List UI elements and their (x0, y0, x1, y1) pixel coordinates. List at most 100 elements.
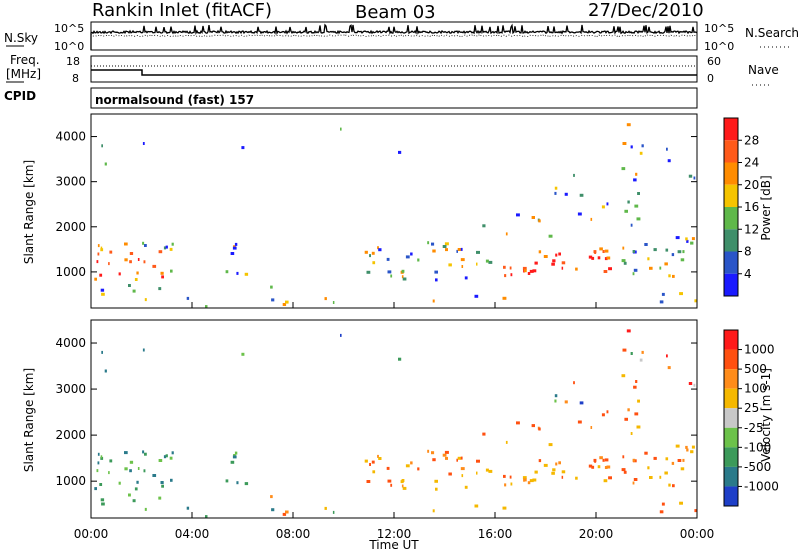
velocity-cell (186, 506, 190, 510)
freq-panel-frame (90, 55, 698, 83)
velocity-cell (523, 478, 527, 482)
colorbar-swatch (724, 369, 738, 389)
velocity-cell (134, 487, 138, 491)
nsky-label: N.Sky (4, 31, 38, 45)
velocity-cell (509, 475, 512, 479)
velocity-cell (476, 471, 478, 475)
power-cell (136, 271, 139, 275)
velocity-cell (688, 382, 693, 385)
colorbar-tick-label: -1000 (744, 479, 779, 493)
power-cell (398, 150, 402, 154)
cpid-value: normalsound (fast) 157 (95, 93, 254, 107)
power-cell (632, 250, 636, 253)
velocity-cell (485, 468, 489, 472)
velocity-cell (691, 445, 695, 449)
colorbar-swatch (724, 251, 738, 274)
power-cell (577, 212, 582, 216)
velocity-cell (386, 466, 390, 470)
power-cell (100, 246, 103, 250)
colorbar-swatch (724, 162, 738, 185)
velocity-cell (432, 458, 436, 462)
power-cell (593, 250, 597, 254)
power-cell (668, 274, 671, 278)
velocity-cell (601, 413, 605, 417)
x-tick-label: 12:00 (377, 527, 412, 541)
power-cell (532, 269, 537, 273)
power-cell (97, 252, 100, 256)
velocity-cell (129, 460, 134, 464)
velocity-cell (602, 458, 605, 462)
velocity-cell (680, 467, 685, 471)
velocity-cell (205, 515, 208, 519)
power-cell (482, 224, 486, 228)
colorbar-swatch (724, 447, 738, 467)
velocity-cell (659, 475, 662, 479)
velocity-cell (104, 369, 107, 373)
velocity-cell (599, 456, 603, 460)
power-cell (97, 244, 100, 248)
power-cell (445, 248, 448, 252)
power-cell (163, 246, 167, 250)
power-cell (599, 247, 603, 251)
power-cell (448, 263, 452, 267)
nsky-tick-high: 10^5 (54, 22, 84, 35)
power-cell (377, 246, 379, 250)
power-cell (324, 297, 327, 301)
power-cell (606, 202, 609, 206)
power-cell (688, 174, 693, 178)
power-cell (603, 270, 608, 273)
velocity-cell (644, 451, 648, 455)
station-title: Rankin Inlet (fitACF) (92, 0, 272, 21)
power-cell (205, 305, 208, 309)
power-cell (143, 260, 146, 264)
colorbar-tick-label: 8 (744, 245, 752, 259)
power-cell (597, 256, 601, 260)
freq-label-2: [MHz] (6, 67, 41, 81)
velocity-cell (579, 401, 584, 405)
power-cell (564, 192, 568, 196)
velocity-cell (270, 495, 273, 499)
velocity-cell (137, 467, 140, 470)
power-cell (635, 172, 638, 176)
x-tick-label: 16:00 (478, 527, 513, 541)
power-cell (456, 249, 458, 253)
velocity-cell (158, 496, 162, 500)
power-cell (152, 264, 157, 268)
power-cell (551, 262, 555, 266)
power-cell (621, 167, 626, 171)
velocity-cell (144, 507, 147, 511)
velocity-cell (169, 456, 173, 460)
power-cell (232, 246, 237, 250)
velocity-cell (502, 506, 507, 510)
power-cell (671, 253, 675, 257)
x-tick-label: 00:00 (74, 527, 109, 541)
power-panel-frame (90, 113, 698, 309)
power-cell (626, 123, 631, 127)
power-cell (624, 209, 628, 213)
velocity-cell (529, 479, 534, 483)
velocity-cell (444, 450, 449, 454)
power-cell (124, 258, 128, 262)
power-cell (405, 255, 410, 259)
nsky-trace (90, 23, 698, 50)
power-cell (632, 272, 635, 276)
power-cell (579, 193, 584, 197)
velocity-cell (591, 465, 595, 469)
y-tick-label: 3000 (55, 382, 86, 396)
power-cell (144, 298, 147, 302)
power-cell (171, 242, 174, 246)
power-cell (548, 234, 553, 238)
velocity-cell (124, 467, 128, 471)
nsearch-trace (90, 33, 698, 38)
velocity-cell (624, 417, 628, 421)
velocity-cell (554, 394, 558, 398)
velocity-cell (142, 450, 145, 454)
velocity-cell (661, 502, 665, 506)
power-cell (664, 262, 668, 266)
power-cell (538, 250, 542, 254)
velocity-cell (144, 452, 147, 456)
power-cell (575, 267, 578, 271)
colorbar-tick-label: -25 (744, 421, 764, 435)
velocity-cell (564, 400, 568, 404)
